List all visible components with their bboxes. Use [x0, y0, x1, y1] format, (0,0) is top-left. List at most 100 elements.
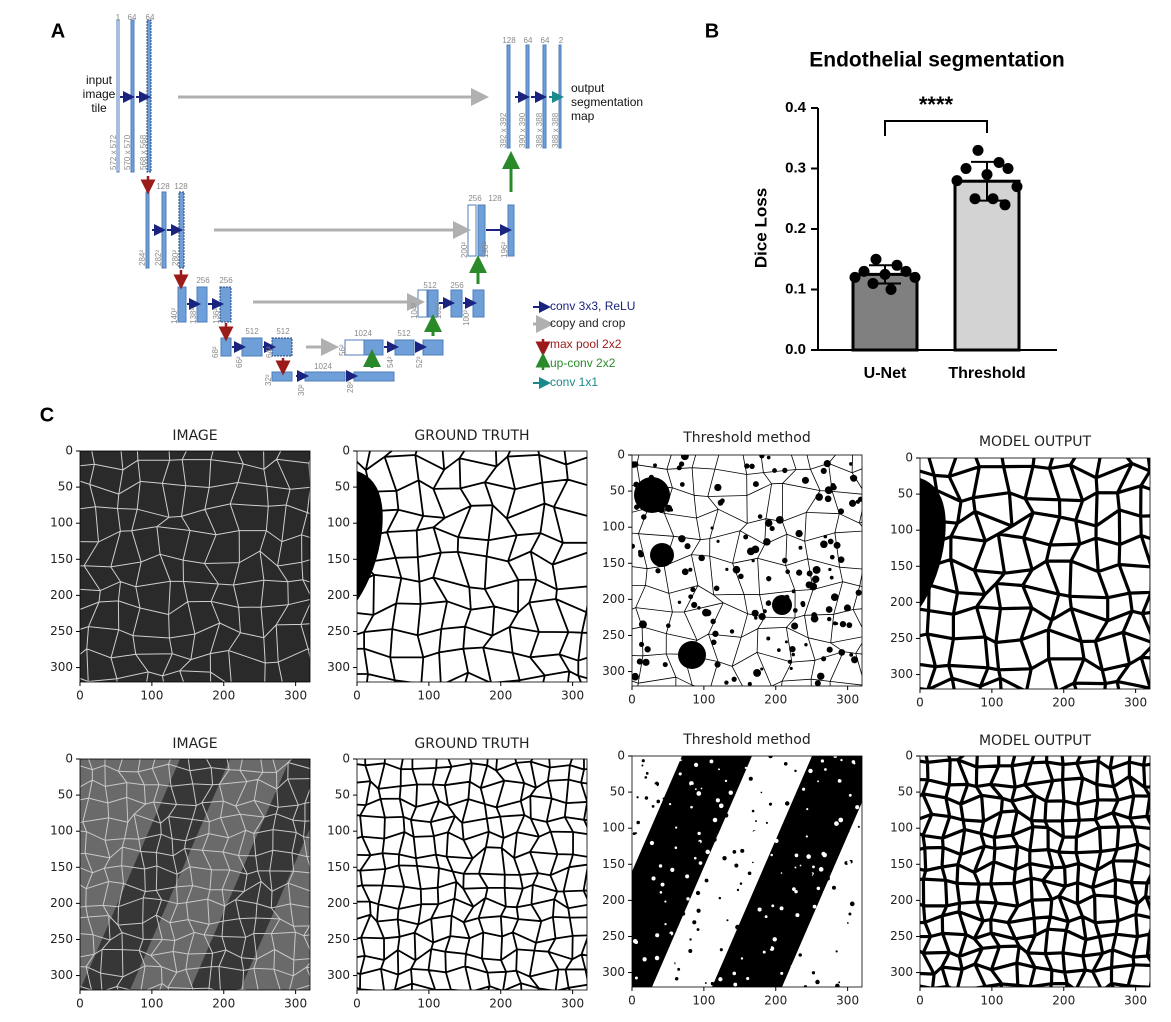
- data-point: [1011, 181, 1023, 193]
- speck: [849, 462, 853, 466]
- x-tick-label: 0: [353, 689, 361, 703]
- speck: [791, 622, 799, 630]
- speck: [743, 534, 749, 540]
- speck: [799, 864, 802, 867]
- blob: [920, 478, 946, 608]
- speck: [840, 899, 845, 905]
- speck: [755, 820, 757, 822]
- speck: [822, 868, 828, 873]
- speck: [801, 476, 810, 484]
- speck: [644, 776, 648, 779]
- speck: [824, 486, 833, 495]
- speck: [712, 837, 717, 842]
- speck: [674, 846, 678, 849]
- speck: [698, 861, 703, 865]
- speck: [811, 971, 816, 975]
- y-tick-label: 300: [327, 660, 350, 674]
- y-tick-label: 150: [327, 552, 350, 566]
- speck: [811, 575, 820, 583]
- x-tick-label: 300: [561, 689, 584, 703]
- speck: [712, 877, 716, 881]
- speck: [696, 854, 700, 858]
- speck: [764, 519, 773, 527]
- speck: [751, 559, 755, 563]
- speck: [641, 764, 644, 767]
- speck: [765, 979, 768, 983]
- cell-boundaries: [357, 451, 587, 682]
- speck: [733, 982, 738, 987]
- speck: [655, 933, 660, 938]
- speck: [805, 835, 808, 838]
- speck: [697, 831, 701, 836]
- blob: [678, 641, 706, 669]
- speck: [857, 825, 860, 828]
- channel-label: 128: [174, 182, 188, 191]
- speck: [772, 468, 777, 473]
- speck: [785, 569, 790, 575]
- speck: [769, 837, 772, 840]
- speck: [830, 593, 839, 602]
- data-point: [999, 199, 1011, 211]
- speck: [697, 841, 701, 844]
- speck: [763, 538, 771, 546]
- x-tick-label: 100: [980, 994, 1003, 1008]
- speck: [795, 913, 800, 918]
- speck: [664, 923, 667, 926]
- speck: [732, 850, 737, 854]
- speck: [648, 881, 652, 884]
- x-tick-label: 200: [489, 997, 512, 1011]
- unet-block: [450, 289, 463, 318]
- speck: [768, 756, 773, 759]
- x-tick-label: 0: [353, 997, 361, 1011]
- blob: [772, 595, 792, 615]
- blob: [634, 477, 670, 513]
- speck: [654, 942, 657, 945]
- speck: [833, 541, 841, 549]
- speck: [749, 463, 755, 470]
- speck: [783, 761, 788, 766]
- x-tick-label: 200: [1052, 994, 1075, 1008]
- speck: [767, 600, 771, 604]
- x-tick-label: 200: [489, 689, 512, 703]
- speck: [736, 888, 740, 892]
- channel-label: 64: [146, 13, 155, 22]
- speck: [641, 759, 645, 763]
- speck: [809, 582, 818, 591]
- speck: [694, 788, 697, 791]
- size-label: 54²: [386, 356, 395, 368]
- speck: [690, 586, 696, 593]
- speck: [644, 646, 651, 653]
- y-tick-label: 50: [898, 785, 913, 799]
- speck: [801, 862, 806, 867]
- y-tick-label: 0: [65, 752, 73, 766]
- y-tick-label: 200: [890, 595, 913, 609]
- size-label: 64²: [265, 346, 274, 358]
- speck: [633, 950, 639, 956]
- speck: [670, 867, 675, 872]
- speck: [825, 606, 833, 613]
- speck: [675, 971, 678, 974]
- speck: [835, 950, 838, 953]
- speck: [834, 821, 839, 826]
- speck: [737, 941, 743, 947]
- size-label: 28²: [346, 381, 355, 393]
- x-tick-label: 0: [916, 994, 924, 1008]
- speck: [766, 455, 771, 460]
- y-tick-label: 0: [905, 451, 913, 465]
- speck: [693, 856, 697, 860]
- y-tick-label: 200: [890, 893, 913, 907]
- speck: [695, 890, 701, 896]
- speck: [823, 890, 827, 895]
- speck: [795, 529, 803, 538]
- y-tick-label: 0: [905, 749, 913, 763]
- size-label: 68²: [211, 346, 220, 358]
- speck: [747, 681, 752, 686]
- speck: [789, 646, 796, 653]
- speck: [724, 779, 728, 783]
- speck: [638, 551, 645, 558]
- speck: [856, 969, 861, 973]
- legend-label: up-conv 2x2: [550, 356, 616, 370]
- speck: [806, 570, 813, 577]
- speck: [766, 917, 770, 921]
- data-point: [987, 193, 999, 205]
